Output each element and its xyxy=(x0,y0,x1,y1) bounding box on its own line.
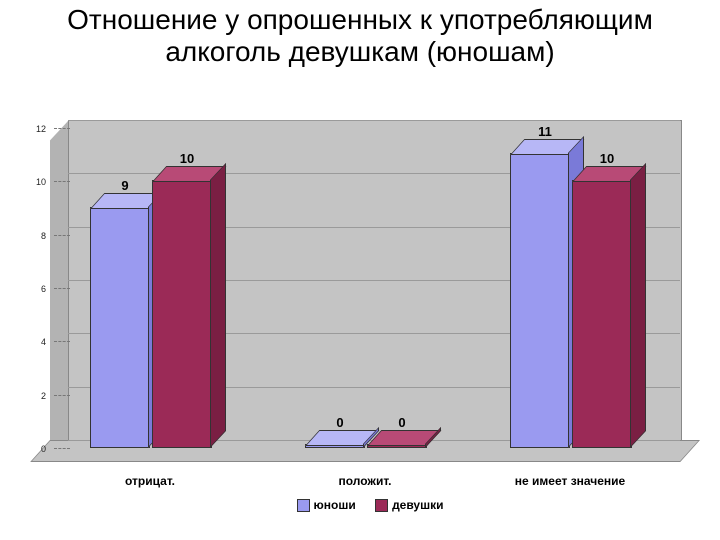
category-label: положит. xyxy=(305,474,425,488)
legend-swatch-0 xyxy=(297,499,310,512)
legend-swatch-1 xyxy=(375,499,388,512)
ytick-label: 6 xyxy=(28,284,46,294)
value-label: 10 xyxy=(587,151,627,166)
bar xyxy=(367,446,425,448)
legend-item-1: девушки xyxy=(375,498,443,512)
bar xyxy=(305,446,363,448)
gridline-side xyxy=(54,448,70,449)
value-label: 10 xyxy=(167,151,207,166)
gridline-side xyxy=(54,288,70,289)
chart-container: 0 2 4 6 8 10 12 9 10 0 0 11 10 отрицат. положит. не и… xyxy=(20,120,700,530)
plot-area: 024681012 910001110 отрицат.положит.не и… xyxy=(50,120,690,460)
page-title: Отношение у опрошенных к употребляющим а… xyxy=(0,0,720,68)
gridline-side xyxy=(54,128,70,129)
gridline xyxy=(68,120,680,121)
bar xyxy=(510,155,568,448)
gridline-side xyxy=(54,181,70,182)
bar xyxy=(572,182,630,448)
value-label: 11 xyxy=(525,124,565,139)
legend-label-0: юноши xyxy=(314,498,356,512)
category-label: не имеет значение xyxy=(510,474,630,488)
ytick-label: 12 xyxy=(28,124,46,134)
gridline-side xyxy=(54,235,70,236)
bar xyxy=(90,209,148,448)
gridline-side xyxy=(54,395,70,396)
bar xyxy=(152,182,210,448)
ytick-label: 4 xyxy=(28,337,46,347)
category-label: отрицат. xyxy=(90,474,210,488)
value-label: 9 xyxy=(105,178,145,193)
ytick-label: 0 xyxy=(28,444,46,454)
value-label: 0 xyxy=(320,415,360,430)
ytick-label: 2 xyxy=(28,391,46,401)
chart-side-wall xyxy=(50,120,69,460)
ytick-label: 8 xyxy=(28,231,46,241)
legend-label-1: девушки xyxy=(392,498,443,512)
legend: юноши девушки xyxy=(50,498,690,512)
gridline-side xyxy=(54,341,70,342)
legend-item-0: юноши xyxy=(297,498,356,512)
value-label: 0 xyxy=(382,415,422,430)
ytick-label: 10 xyxy=(28,177,46,187)
